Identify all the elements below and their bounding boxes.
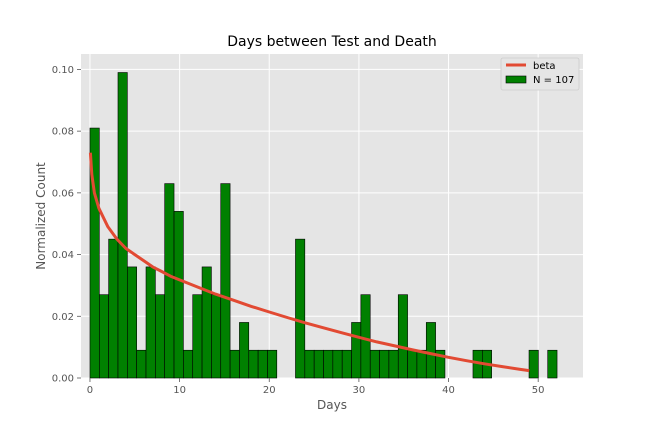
histogram-bar-4 bbox=[127, 266, 137, 379]
legend-entry-histogram: N = 107 bbox=[533, 75, 574, 86]
histogram-bar-11 bbox=[192, 294, 203, 379]
axis-ticks: 0 10 20 30 40 50 0.00 0.02 0.04 0.06 0.08 0.10 bbox=[52, 65, 545, 396]
legend-swatch-histogram bbox=[505, 75, 527, 84]
histogram-bar-1 bbox=[99, 294, 109, 379]
x-tick-label-0: 0 bbox=[87, 385, 93, 396]
legend: beta N = 107 bbox=[500, 57, 580, 91]
x-tick-label-1: 10 bbox=[173, 385, 186, 396]
x-tick-label-5: 50 bbox=[532, 385, 545, 396]
histogram-bar-19 bbox=[267, 349, 278, 379]
histogram-bar-36 bbox=[425, 322, 436, 379]
histogram-bar-8 bbox=[164, 183, 175, 379]
histogram-bar-31 bbox=[379, 349, 390, 379]
histogram-bar-26 bbox=[332, 349, 343, 379]
x-tick-label-3: 30 bbox=[353, 385, 366, 396]
y-tick-label-5: 0.10 bbox=[52, 65, 74, 76]
histogram-bar-6 bbox=[145, 266, 156, 379]
histogram-bar-10 bbox=[183, 349, 194, 379]
histogram-bar-17 bbox=[248, 349, 259, 379]
histogram-bar-5 bbox=[136, 349, 147, 379]
histogram-bar-34 bbox=[407, 349, 418, 379]
x-tick-label-4: 40 bbox=[442, 385, 455, 396]
histogram-bar-22 bbox=[295, 238, 306, 379]
histogram-bar-49 bbox=[547, 349, 558, 379]
histogram-bar-9 bbox=[173, 211, 184, 379]
x-tick-label-2: 20 bbox=[263, 385, 276, 396]
histogram-bar-3 bbox=[117, 72, 128, 379]
histogram-bar-37 bbox=[435, 349, 446, 379]
beta-fit-line bbox=[88, 152, 530, 373]
legend-entry-beta: beta bbox=[533, 61, 556, 72]
histogram-bar-28 bbox=[351, 322, 362, 379]
histogram-bar-27 bbox=[341, 349, 352, 379]
histogram-bar-16 bbox=[239, 322, 250, 379]
histogram-bar-29 bbox=[360, 294, 371, 379]
histogram-bar-25 bbox=[323, 349, 334, 379]
histogram-bar-0 bbox=[89, 127, 100, 379]
histogram-bar-47 bbox=[528, 349, 539, 379]
histogram-bar-15 bbox=[229, 349, 240, 379]
histogram-bar-13 bbox=[211, 294, 222, 379]
y-axis-label: Normalized Count bbox=[34, 162, 48, 270]
x-axis-label: Days bbox=[317, 398, 347, 412]
histogram-bar-23 bbox=[304, 349, 315, 379]
histogram-bar-24 bbox=[313, 349, 324, 379]
histogram-bar-32 bbox=[388, 349, 399, 379]
histogram-bar-35 bbox=[416, 349, 427, 379]
y-tick-label-0: 0.00 bbox=[52, 374, 74, 385]
histogram-bar-12 bbox=[201, 266, 212, 379]
y-tick-label-3: 0.06 bbox=[52, 188, 74, 199]
histogram-bar-14 bbox=[220, 183, 231, 379]
y-tick-label-1: 0.02 bbox=[52, 312, 74, 323]
histogram-bar-18 bbox=[257, 349, 268, 379]
histogram-bar-33 bbox=[397, 294, 408, 379]
chart-title: Days between Test and Death bbox=[227, 34, 437, 50]
histogram-bar-30 bbox=[369, 349, 380, 379]
histogram-bar-7 bbox=[155, 294, 165, 379]
histogram-bar-2 bbox=[108, 238, 119, 379]
y-tick-label-2: 0.04 bbox=[52, 250, 74, 261]
y-tick-label-4: 0.08 bbox=[52, 127, 74, 138]
